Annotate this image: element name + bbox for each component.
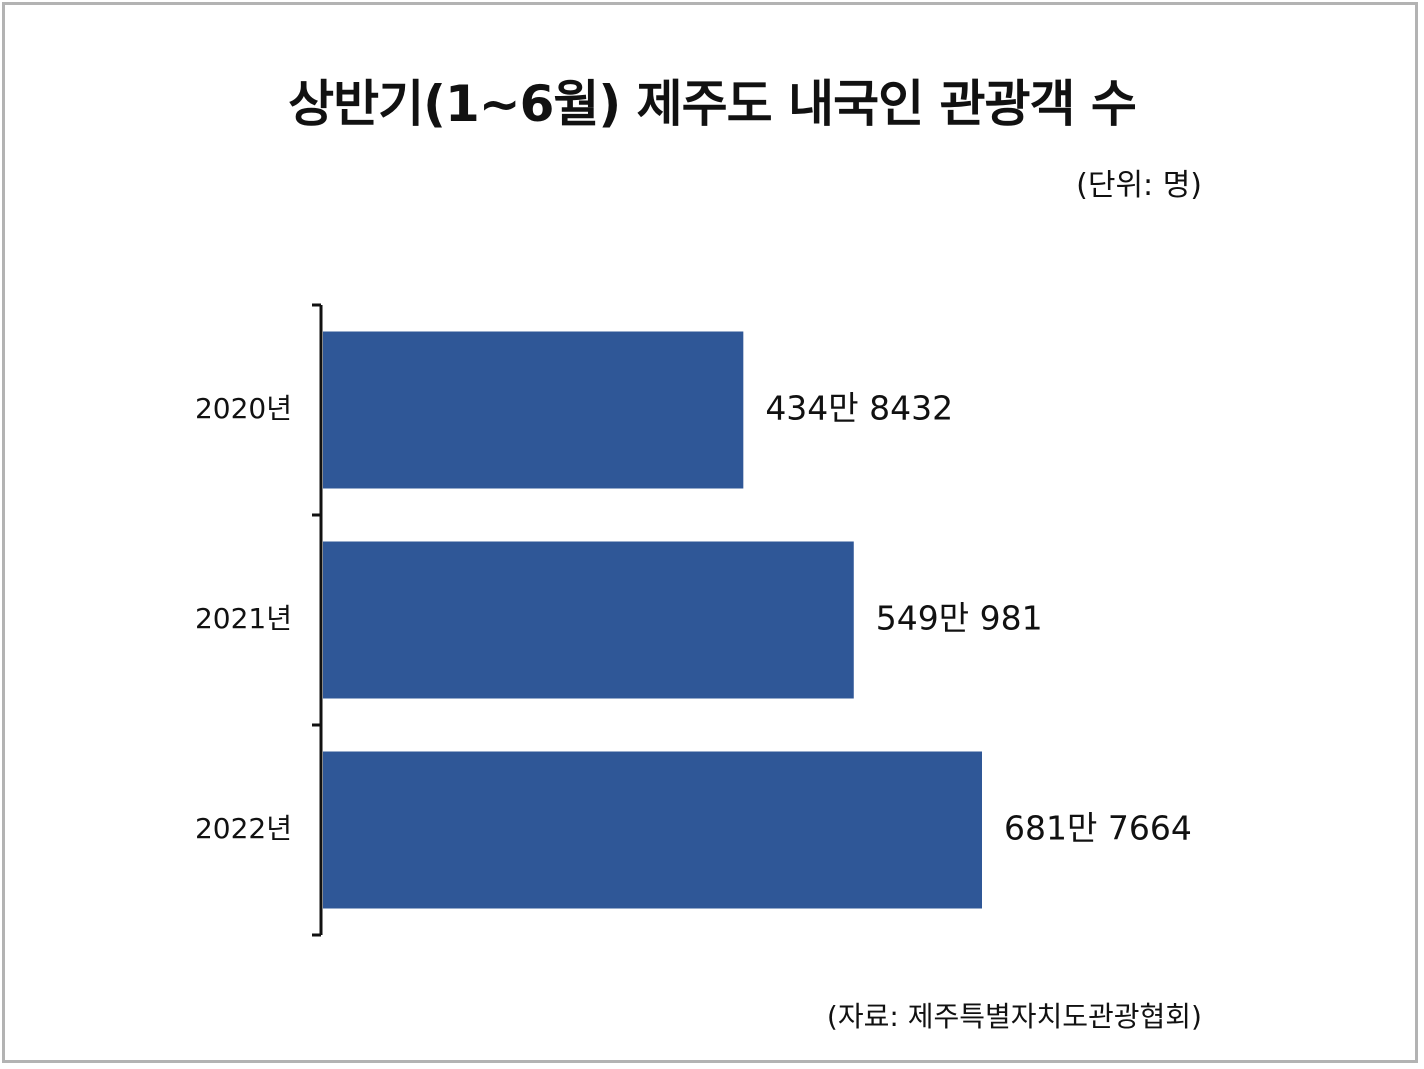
y-axis (312, 303, 323, 937)
unit-label: (단위: 명) (1076, 168, 1202, 203)
bar-1 (323, 331, 744, 489)
value-label: 549만 981 (876, 599, 1043, 638)
category-label: 2020년 (195, 392, 292, 425)
labels-layer: 2020년 434만 8432 2021년 549만 981 2022년 681만 766… (195, 389, 1192, 848)
category-label: 2022년 (195, 812, 292, 845)
bar-3 (323, 751, 982, 909)
value-label: 681만 7664 (1004, 809, 1192, 848)
source-note: (자료: 제주특별자치도관광협회) (826, 1000, 1202, 1033)
bar-2 (323, 541, 854, 699)
category-label: 2021년 (195, 602, 292, 635)
chart-title: 상반기(1~6월) 제주도 내국인 관광객 수 (288, 75, 1137, 133)
bars-layer (323, 331, 982, 909)
value-label: 434만 8432 (765, 389, 953, 428)
